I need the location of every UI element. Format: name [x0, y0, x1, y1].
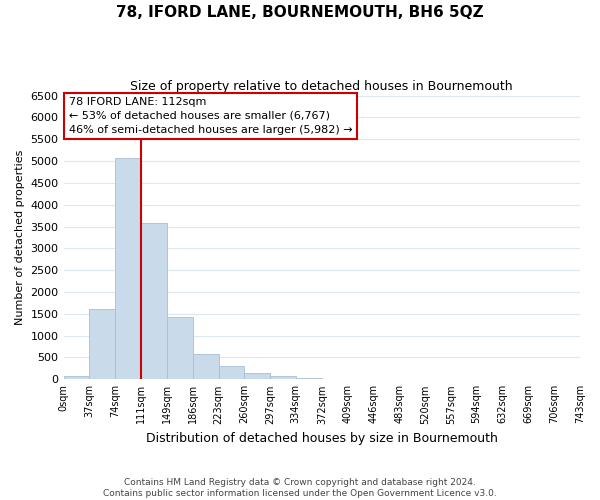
X-axis label: Distribution of detached houses by size in Bournemouth: Distribution of detached houses by size …	[146, 432, 498, 445]
Bar	[193, 354, 218, 380]
Bar	[167, 318, 193, 380]
Y-axis label: Number of detached properties: Number of detached properties	[15, 150, 25, 325]
Title: Size of property relative to detached houses in Bournemouth: Size of property relative to detached ho…	[130, 80, 513, 93]
Bar	[296, 378, 322, 380]
Bar	[270, 376, 296, 380]
Bar	[64, 376, 89, 380]
Text: 78 IFORD LANE: 112sqm
← 53% of detached houses are smaller (6,767)
46% of semi-d: 78 IFORD LANE: 112sqm ← 53% of detached …	[69, 97, 352, 135]
Bar	[218, 366, 244, 380]
Bar	[89, 308, 115, 380]
Text: 78, IFORD LANE, BOURNEMOUTH, BH6 5QZ: 78, IFORD LANE, BOURNEMOUTH, BH6 5QZ	[116, 5, 484, 20]
Bar	[244, 373, 270, 380]
Bar	[140, 223, 167, 380]
Bar	[115, 158, 140, 380]
Text: Contains HM Land Registry data © Crown copyright and database right 2024.
Contai: Contains HM Land Registry data © Crown c…	[103, 478, 497, 498]
